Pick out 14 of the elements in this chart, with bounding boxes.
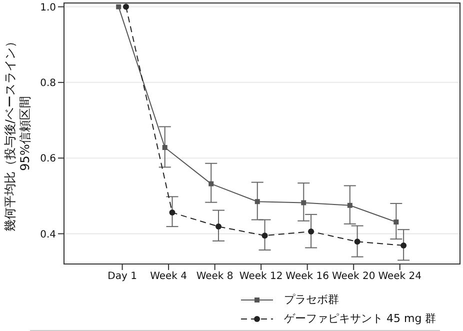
y-axis-title: 幾何平均比（投与後/ベースライン） 95%信頼区間 <box>3 35 32 232</box>
x-tick-label: Week 20 <box>332 271 376 282</box>
legend-label: プラセボ群 <box>284 292 339 307</box>
x-tick-label: Week 16 <box>286 271 329 282</box>
y-tick-label: 0.8 <box>40 78 56 89</box>
x-tick-label: Week 4 <box>150 271 188 282</box>
x-tick-label: Week 24 <box>378 271 422 282</box>
y-tick-label: 1.0 <box>40 2 56 14</box>
y-tick-label: 0.6 <box>40 154 56 165</box>
y-tick-label: 0.4 <box>40 229 56 240</box>
x-tick-label: Week 8 <box>196 271 234 282</box>
x-tick-label: Day 1 <box>108 271 137 282</box>
legend-label: ゲーファピキサント 45 mg 群 <box>284 311 436 326</box>
x-tick-label: Week 12 <box>239 271 283 282</box>
